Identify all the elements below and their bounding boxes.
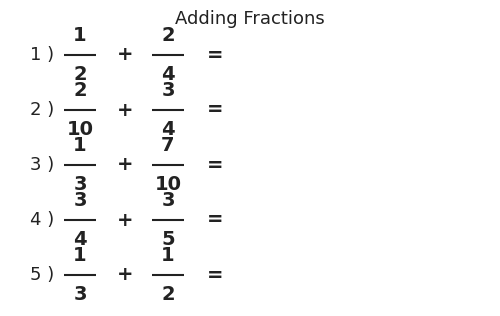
Text: 10: 10: [154, 175, 182, 194]
Text: =: =: [207, 210, 223, 229]
Text: 5: 5: [161, 230, 175, 249]
Text: =: =: [207, 100, 223, 119]
Text: 4: 4: [73, 230, 87, 249]
Text: 3: 3: [161, 191, 175, 210]
Text: 1: 1: [73, 246, 87, 265]
Text: +: +: [117, 210, 133, 229]
Text: 2 ): 2 ): [30, 101, 54, 119]
Text: +: +: [117, 155, 133, 174]
Text: 1: 1: [161, 246, 175, 265]
Text: 2: 2: [73, 81, 87, 100]
Text: 3: 3: [161, 81, 175, 100]
Text: 2: 2: [161, 26, 175, 45]
Text: +: +: [117, 100, 133, 119]
Text: 1 ): 1 ): [30, 46, 54, 64]
Text: 4: 4: [161, 120, 175, 139]
Text: +: +: [117, 46, 133, 64]
Text: 7: 7: [161, 136, 175, 155]
Text: 4: 4: [161, 65, 175, 84]
Text: 4 ): 4 ): [30, 211, 54, 229]
Text: 1: 1: [73, 136, 87, 155]
Text: =: =: [207, 155, 223, 174]
Text: 3: 3: [73, 175, 87, 194]
Text: 10: 10: [66, 120, 94, 139]
Text: 3: 3: [73, 285, 87, 304]
Text: 1: 1: [73, 26, 87, 45]
Text: 3 ): 3 ): [30, 156, 54, 174]
Text: =: =: [207, 265, 223, 284]
Text: 3: 3: [73, 191, 87, 210]
Text: Adding Fractions: Adding Fractions: [175, 10, 325, 28]
Text: +: +: [117, 265, 133, 284]
Text: 2: 2: [161, 285, 175, 304]
Text: 2: 2: [73, 65, 87, 84]
Text: 5 ): 5 ): [30, 266, 54, 284]
Text: =: =: [207, 46, 223, 64]
